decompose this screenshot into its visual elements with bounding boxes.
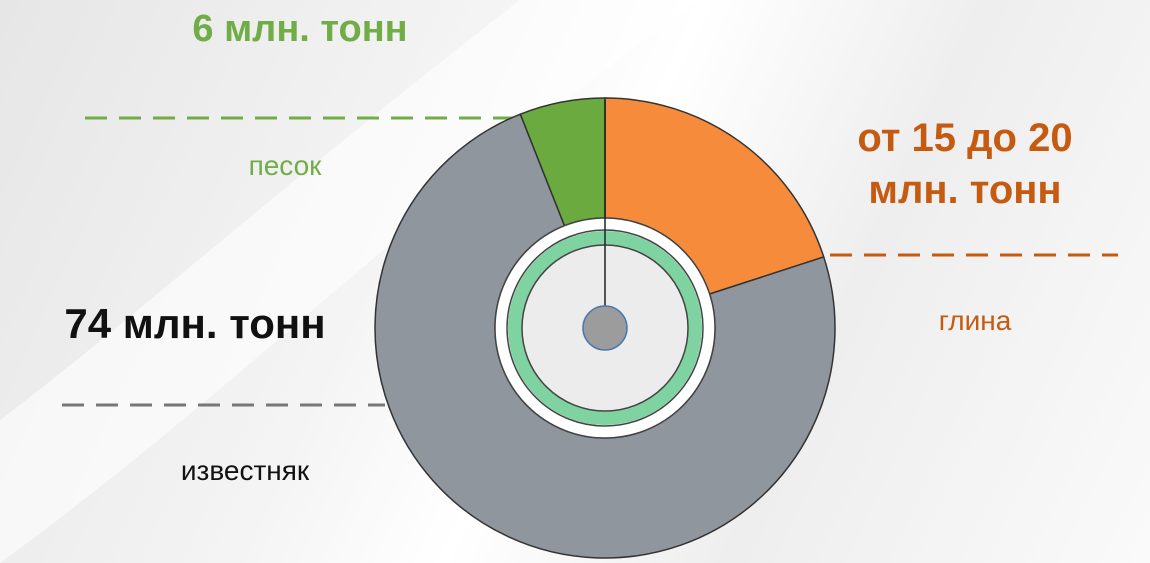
category-label: известняк xyxy=(180,455,310,486)
background-swoosh xyxy=(0,0,700,563)
category-label: глина xyxy=(938,305,1012,336)
category-label: песок xyxy=(248,150,322,181)
center-dot xyxy=(582,305,628,351)
donut xyxy=(374,97,836,559)
value-label: от 15 до 20 млн. тонн xyxy=(857,116,1073,212)
value-label: 74 млн. тонн xyxy=(64,300,326,347)
value-label: 6 млн. тонн xyxy=(192,8,408,50)
